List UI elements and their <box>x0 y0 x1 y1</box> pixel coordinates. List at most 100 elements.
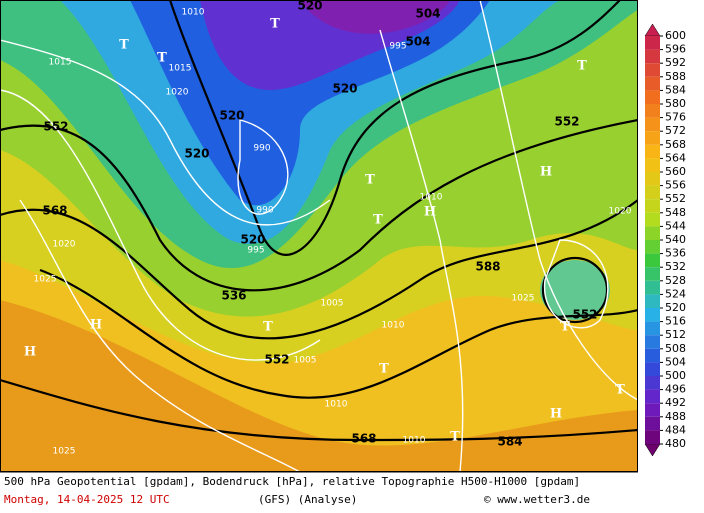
pressure-label: 1010 <box>182 8 205 18</box>
colorbar-label: 544 <box>665 219 686 232</box>
colorbar-label: 580 <box>665 97 686 110</box>
colorbar-label: 552 <box>665 192 686 205</box>
caption-source: © www.wetter3.de <box>484 493 590 506</box>
low-marker: T <box>157 51 167 66</box>
colorbar-swatch <box>645 416 660 431</box>
colorbar-swatch <box>645 172 660 186</box>
colorbar-swatch <box>645 294 660 308</box>
geopotential-label: 520 <box>184 147 209 161</box>
colorbar-swatch <box>645 253 660 268</box>
colorbar-label: 484 <box>665 423 686 436</box>
colorbar-label: 568 <box>665 138 686 151</box>
colorbar-label: 516 <box>665 315 686 328</box>
high-marker: H <box>24 345 36 360</box>
colorbar-label: 524 <box>665 287 686 300</box>
caption-description: 500 hPa Geopotential [gpdam], Bodendruck… <box>4 475 580 488</box>
colorbar-label: 496 <box>665 383 686 396</box>
colorbar-label: 556 <box>665 179 686 192</box>
colorbar-swatch <box>645 430 660 444</box>
colorbar-swatch <box>645 104 660 118</box>
geopotential-label: 504 <box>415 7 440 21</box>
colorbar-swatch <box>645 76 660 91</box>
geopotential-label: 536 <box>221 289 246 303</box>
geopotential-label: 552 <box>572 308 597 322</box>
pressure-label: 1020 <box>166 88 189 98</box>
pressure-label: 1005 <box>294 356 317 366</box>
pressure-label: 1020 <box>609 207 632 217</box>
geopotential-label: 552 <box>43 120 68 134</box>
low-marker: T <box>365 173 375 188</box>
colorbar-swatch <box>645 389 660 404</box>
colorbar-label: 536 <box>665 247 686 260</box>
colorbar-label: 540 <box>665 233 686 246</box>
geopotential-label: 520 <box>240 233 265 247</box>
colorbar-swatch <box>645 335 660 349</box>
pressure-label: 995 <box>247 246 264 256</box>
geopotential-label: 568 <box>351 432 376 446</box>
geopotential-label: 552 <box>264 353 289 367</box>
low-marker: T <box>577 59 587 74</box>
pressure-label: 1010 <box>382 321 405 331</box>
low-marker: T <box>450 430 460 445</box>
geopotential-label: 520 <box>219 109 244 123</box>
caption-model: (GFS) (Analyse) <box>258 493 357 506</box>
colorbar-bottom-arrow <box>644 443 661 457</box>
colorbar-swatch <box>645 280 660 295</box>
pressure-label: 1020 <box>53 240 76 250</box>
colorbar-label: 480 <box>665 437 686 450</box>
pressure-label: 1010 <box>403 436 426 446</box>
colorbar-label: 528 <box>665 274 686 287</box>
colorbar-label: 500 <box>665 369 686 382</box>
low-marker: T <box>560 320 570 335</box>
colorbar-swatch <box>645 199 660 213</box>
low-marker: T <box>615 383 625 398</box>
colorbar-label: 572 <box>665 124 686 137</box>
geopotential-label: 520 <box>332 82 357 96</box>
pressure-label: 1010 <box>420 193 443 203</box>
high-marker: H <box>90 318 102 333</box>
caption-date: Montag, 14-04-2025 12 UTC <box>4 493 170 506</box>
colorbar-swatch <box>645 131 660 145</box>
colorbar: 6005965925885845805765725685645605565525… <box>644 23 686 457</box>
geopotential-label: 520 <box>297 0 322 13</box>
colorbar-swatch <box>645 212 660 227</box>
colorbar-swatch <box>645 376 660 390</box>
colorbar-swatch <box>645 63 660 77</box>
colorbar-swatch <box>645 362 660 376</box>
colorbar-swatch <box>645 49 660 64</box>
colorbar-swatch <box>645 348 660 363</box>
map-labels: 520 504 504 520 552 520 520 552 568 520 536 588 552 5… <box>24 0 632 457</box>
high-marker: H <box>540 165 552 180</box>
low-marker: T <box>270 17 280 32</box>
geopotential-label: 568 <box>42 204 67 218</box>
low-marker: T <box>263 320 273 335</box>
colorbar-swatch <box>645 321 660 336</box>
low-marker: T <box>373 213 383 228</box>
colorbar-label: 596 <box>665 43 686 56</box>
colorbar-label: 492 <box>665 396 686 409</box>
colorbar-label: 504 <box>665 355 686 368</box>
pressure-label: 1010 <box>325 400 348 410</box>
colorbar-label: 600 <box>665 29 686 42</box>
geopotential-label: 584 <box>497 435 522 449</box>
colorbar-label: 592 <box>665 56 686 69</box>
colorbar-swatch <box>645 403 660 417</box>
pressure-label: 1005 <box>321 299 344 309</box>
pressure-label: 1015 <box>169 64 192 74</box>
colorbar-swatch <box>645 267 660 281</box>
colorbar-swatch <box>645 158 660 172</box>
low-marker: T <box>379 362 389 377</box>
high-marker: H <box>424 205 436 220</box>
colorbar-label: 532 <box>665 260 686 273</box>
high-marker: H <box>550 407 562 422</box>
colorbar-top-arrow <box>644 23 661 37</box>
geopotential-label: 504 <box>405 35 430 49</box>
pressure-label: 1015 <box>49 58 72 68</box>
pressure-label: 1025 <box>34 275 57 285</box>
colorbar-swatch <box>645 144 660 159</box>
colorbar-label: 560 <box>665 165 686 178</box>
low-marker: T <box>119 38 129 53</box>
pressure-label: 1025 <box>512 294 535 304</box>
colorbar-label: 576 <box>665 111 686 124</box>
